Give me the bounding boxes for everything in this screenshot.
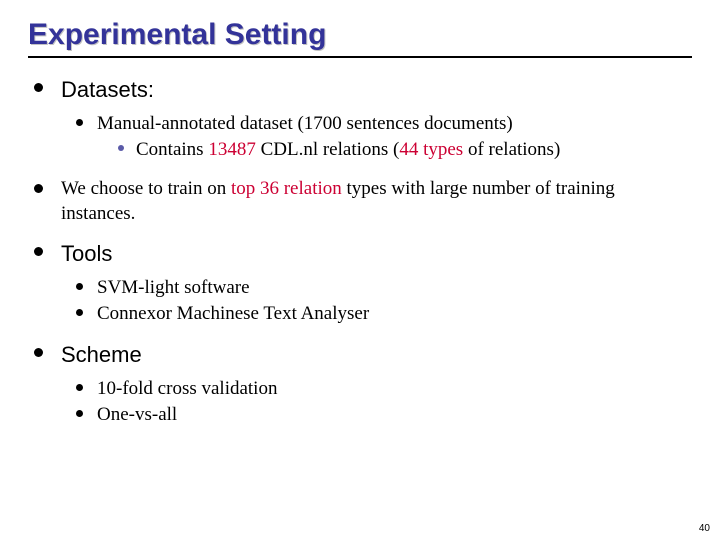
text: Contains [136, 139, 208, 160]
section-tools: Tools SVM-light software Connexor Machin… [28, 240, 692, 327]
slide: Experimental Setting Datasets: Manual-an… [0, 0, 720, 540]
heading-datasets: Datasets: [61, 76, 154, 104]
bullet-icon [76, 283, 83, 290]
bullet-icon [76, 410, 83, 417]
slide-number: 40 [699, 523, 710, 534]
list-item: SVM-light software [76, 276, 692, 301]
slide-title: Experimental Setting [28, 18, 692, 52]
heading-tools: Tools [61, 240, 112, 268]
bullet-icon [34, 247, 43, 256]
accent-number: 13487 [208, 139, 256, 160]
title-underline [28, 56, 692, 58]
bullet-icon [118, 145, 124, 151]
scheme-item-1: 10-fold cross validation [97, 377, 277, 402]
datasets-item-1: Manual-annotated dataset (1700 sentences… [97, 112, 513, 137]
list-item: Manual-annotated dataset (1700 sentences… [76, 112, 692, 163]
bullet-icon [76, 384, 83, 391]
list-item: Contains 13487 CDL.nl relations (44 type… [118, 138, 692, 163]
bullet-icon [76, 119, 83, 126]
text: CDL.nl relations ( [256, 139, 400, 160]
section-scheme: Scheme 10-fold cross validation One-vs-a… [28, 341, 692, 428]
list-item: One-vs-all [76, 403, 692, 428]
datasets-sub-1: Contains 13487 CDL.nl relations (44 type… [136, 138, 560, 163]
section-datasets: Datasets: Manual-annotated dataset (1700… [28, 76, 692, 163]
text: of relations) [463, 139, 560, 160]
content-list: Datasets: Manual-annotated dataset (1700… [28, 76, 692, 428]
bullet-icon [34, 184, 43, 193]
train-choice-text: We choose to train on top 36 relation ty… [61, 177, 692, 226]
bullet-icon [34, 83, 43, 92]
accent-types: 44 types [399, 139, 463, 160]
text: We choose to train on [61, 178, 231, 199]
heading-scheme: Scheme [61, 341, 142, 369]
bullet-icon [34, 348, 43, 357]
section-train-choice: We choose to train on top 36 relation ty… [28, 177, 692, 226]
scheme-item-2: One-vs-all [97, 403, 177, 428]
accent-top36: top 36 relation [231, 178, 342, 199]
tools-item-1: SVM-light software [97, 276, 250, 301]
list-item: Connexor Machinese Text Analyser [76, 302, 692, 327]
tools-item-2: Connexor Machinese Text Analyser [97, 302, 369, 327]
list-item: 10-fold cross validation [76, 377, 692, 402]
bullet-icon [76, 309, 83, 316]
